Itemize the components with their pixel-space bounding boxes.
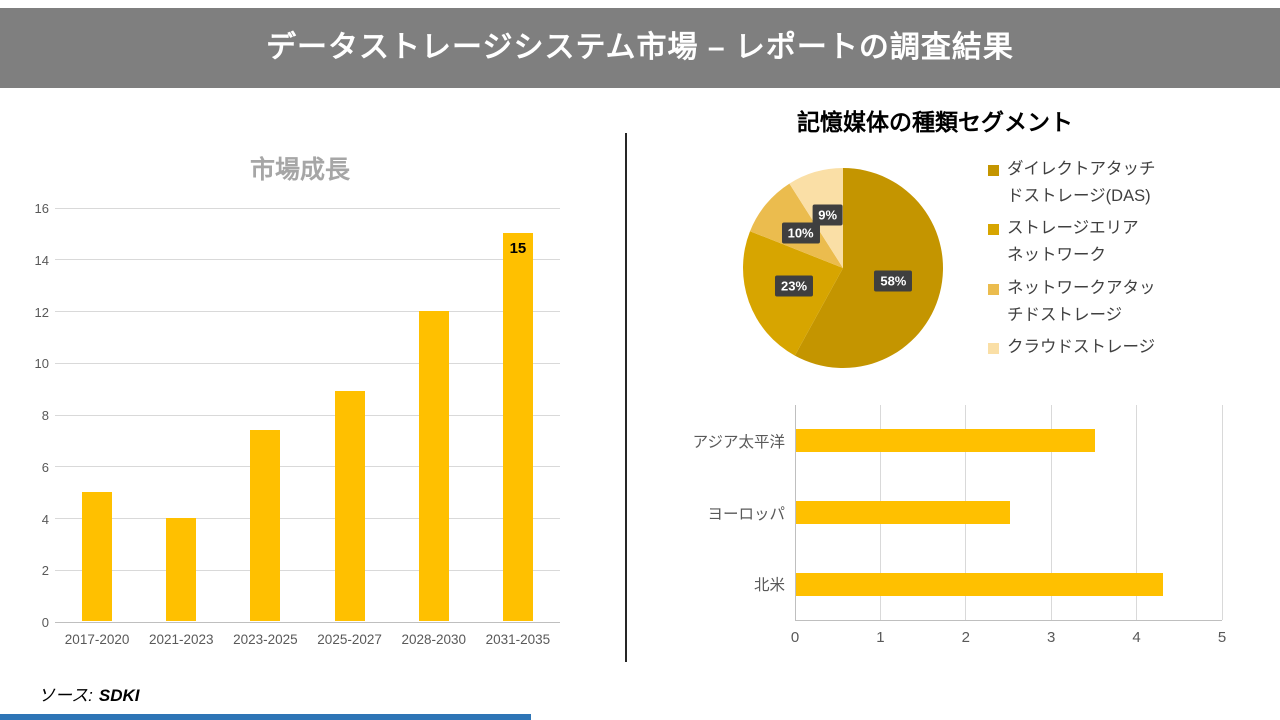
gridline <box>55 466 560 468</box>
bar-2031-2035 <box>502 232 533 621</box>
source-label: ソース: <box>38 686 93 705</box>
pie-percent-label: 58% <box>874 270 913 292</box>
legend-swatch <box>988 283 999 295</box>
gridline <box>55 207 560 209</box>
pie-percent-label: 9% <box>812 204 844 226</box>
pie-percent-label: 10% <box>781 222 820 244</box>
y-axis-line <box>794 405 796 620</box>
category-label: ヨーロッパ <box>707 505 785 523</box>
x-tick-label: 4 <box>1132 629 1141 646</box>
category-label: 北米 <box>753 577 785 595</box>
legend-label: ダイレクトアタッチ ドストレージ(DAS) <box>1007 160 1156 205</box>
bar-2021-2023 <box>166 517 197 621</box>
vertical-divider <box>625 133 627 662</box>
bar-アジア太平洋 <box>796 429 1095 453</box>
y-tick-label: 0 <box>41 615 49 630</box>
legend-item: ダイレクトアタッチ ドストレージ(DAS) <box>988 156 1223 209</box>
pie-chart <box>743 168 943 368</box>
legend-item: ネットワークアタッ チドストレージ <box>988 275 1223 328</box>
y-tick-label: 10 <box>34 356 49 372</box>
gridline <box>55 569 560 571</box>
x-tick-label: 2 <box>961 629 970 646</box>
y-tick-label: 4 <box>41 511 49 527</box>
x-tick-label: 0 <box>790 629 800 646</box>
y-tick-label: 16 <box>34 201 49 216</box>
y-tick-label: 6 <box>41 459 49 475</box>
x-category-label: 2028-2030 <box>401 632 467 647</box>
gridline <box>1221 405 1223 620</box>
regions-plot: 0 1 2 3 4 5 アジア太平洋ヨーロッパ北米 <box>693 405 1226 646</box>
source-note: ソース: SDKI <box>38 681 140 706</box>
legend-label: クラウドストレージ <box>1007 338 1156 357</box>
x-tick-label: 1 <box>876 629 885 646</box>
x-category-label: 2023-2025 <box>233 632 298 647</box>
legend-label: ストレージエリア ネットワーク <box>1007 219 1139 265</box>
source-value: SDKI <box>98 686 140 705</box>
y-tick-label: 14 <box>34 252 49 268</box>
y-tick-label: 8 <box>41 408 49 423</box>
header-banner: データストレージシステム市場 – レポートの調査結果 <box>0 8 1280 88</box>
legend-swatch <box>988 165 999 176</box>
legend-label: ネットワークアタッ チドストレージ <box>1007 278 1156 324</box>
bar-2017-2020 <box>82 491 113 621</box>
x-axis-line <box>55 621 560 623</box>
y-tick-label: 12 <box>34 304 49 320</box>
legend-item: クラウドストレージ <box>988 334 1223 361</box>
x-tick-label: 3 <box>1047 629 1056 646</box>
legend-item: ストレージエリア ネットワーク <box>988 215 1223 268</box>
bar-2023-2025 <box>250 429 281 621</box>
bar-data-label: 15 <box>509 239 527 257</box>
legend-swatch <box>988 224 999 236</box>
gridline <box>1050 405 1052 620</box>
gridline <box>55 518 560 519</box>
x-tick-label: 5 <box>1217 629 1227 646</box>
gridline <box>1136 405 1138 620</box>
gridline <box>55 362 560 364</box>
bar-北米 <box>796 572 1164 596</box>
gridline <box>55 414 560 416</box>
gridline <box>55 311 560 312</box>
x-category-label: 2017-2020 <box>64 632 130 647</box>
pie-slice-58% <box>794 168 943 368</box>
bottom-accent-bar <box>0 714 531 720</box>
category-label: アジア太平洋 <box>692 433 785 451</box>
pie-chart-title: 記憶媒体の種類セグメント <box>797 109 1073 135</box>
bar-ヨーロッパ <box>796 501 1010 524</box>
pie-legend: ダイレクトアタッチ ドストレージ(DAS) ストレージエリア ネットワーク ネットワ… <box>988 156 1223 367</box>
market-growth-plot: 0 2 4 6 8 10 12 14 16 2017-2020 2021-2023 2023-2025… <box>35 201 560 647</box>
y-tick-label: 2 <box>41 563 49 579</box>
pie-percent-label: 23% <box>775 275 814 297</box>
x-axis-line <box>795 619 1222 621</box>
gridline <box>55 259 560 261</box>
bar-2025-2027 <box>334 390 365 621</box>
x-category-label: 2031-2035 <box>485 632 551 647</box>
x-category-label: 2025-2027 <box>317 632 382 647</box>
x-category-label: 2021-2023 <box>148 632 214 647</box>
market-growth-title: 市場成長 <box>249 156 350 184</box>
page-title: データストレージシステム市場 – レポートの調査結果 <box>266 31 1014 64</box>
bar-2028-2030 <box>418 310 449 621</box>
legend-swatch <box>988 343 999 355</box>
